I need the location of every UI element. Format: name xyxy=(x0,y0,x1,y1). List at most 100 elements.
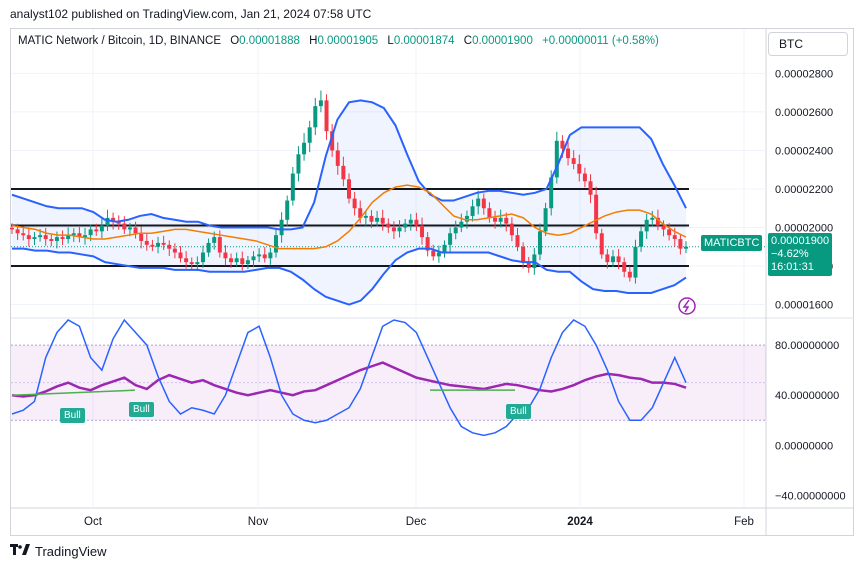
candle-body xyxy=(60,237,65,240)
candle-body xyxy=(38,235,43,238)
price-axis-label: 0.00002800 xyxy=(775,68,833,80)
price-axis-label: 0.00002600 xyxy=(775,107,833,119)
oscillator-axis-label: 40.00000000 xyxy=(775,390,839,402)
candle-body xyxy=(313,106,318,128)
candle-body xyxy=(369,215,374,222)
candle-body xyxy=(172,248,177,253)
candle-body xyxy=(481,198,486,209)
candle-body xyxy=(363,215,368,218)
legend-open-label: O xyxy=(230,35,240,47)
legend-open-value: 0.00001888 xyxy=(239,35,300,47)
price-axis-label: 0.00002000 xyxy=(775,222,833,234)
alert-icon xyxy=(678,297,696,315)
candle-body xyxy=(150,244,155,247)
candle-body xyxy=(133,227,138,234)
candle-body xyxy=(375,217,380,222)
candle-body xyxy=(420,225,425,238)
candle-body xyxy=(386,223,391,228)
legend-change: +0.00000011 (+0.58%) xyxy=(542,35,659,47)
candle-body xyxy=(599,233,604,255)
candle-body xyxy=(504,217,509,224)
candle-body xyxy=(442,244,447,253)
candle-body xyxy=(262,254,267,259)
candle-body xyxy=(88,229,93,236)
candle-body xyxy=(279,219,284,236)
bull-signal-label: Bull xyxy=(506,404,531,419)
candle-body xyxy=(273,235,278,253)
candle-body xyxy=(83,235,88,238)
candle-body xyxy=(509,223,514,236)
candle-body xyxy=(610,256,615,263)
currency-button[interactable]: BTC xyxy=(768,32,848,56)
footer-brand: TradingView xyxy=(10,544,107,559)
bollinger-lower-line xyxy=(12,247,687,306)
candle-body xyxy=(184,258,189,263)
candle-body xyxy=(116,221,121,224)
legend-close-value: 0.00001900 xyxy=(472,35,533,47)
candle-body xyxy=(302,142,307,155)
candle-body xyxy=(21,233,26,236)
candle-body xyxy=(571,158,576,164)
candle-body xyxy=(251,256,256,261)
candle-body xyxy=(144,240,149,245)
candle-body xyxy=(577,163,582,174)
candle-body xyxy=(521,246,526,263)
candle-body xyxy=(639,231,644,247)
candle-body xyxy=(498,217,503,222)
candle-body xyxy=(43,235,48,240)
candle-body xyxy=(622,262,627,272)
candle-body xyxy=(391,227,396,232)
candle-body xyxy=(341,165,346,180)
candle-body xyxy=(200,252,205,263)
candle-body xyxy=(470,206,475,216)
legend-high-label: H xyxy=(309,35,318,47)
candle-body xyxy=(161,242,166,245)
footer-brand-text: TradingView xyxy=(35,544,107,559)
candle-body xyxy=(245,260,250,265)
legend-symbol: MATIC Network / Bitcoin, 1D, BINANCE xyxy=(18,35,221,47)
tradingview-logo-icon xyxy=(10,544,30,559)
candle-body xyxy=(99,225,104,232)
candle-body xyxy=(655,217,660,226)
candle-body xyxy=(290,173,295,201)
candle-body xyxy=(229,258,234,263)
candle-body xyxy=(330,131,335,151)
candle-body xyxy=(10,227,14,230)
time-axis-label: Dec xyxy=(406,516,427,528)
candle-body xyxy=(307,127,312,143)
candle-body xyxy=(105,217,110,226)
legend-high-value: 0.00001905 xyxy=(317,35,379,47)
candle-body xyxy=(240,258,245,265)
time-axis-label: Nov xyxy=(248,516,269,528)
candle-body xyxy=(296,154,301,174)
alert-icon xyxy=(682,299,690,313)
candle-body xyxy=(212,237,217,243)
candle-body xyxy=(403,223,408,228)
candle-body xyxy=(15,229,20,234)
bollinger-upper-line xyxy=(11,99,687,231)
candle-body xyxy=(156,242,161,247)
candle-body xyxy=(459,221,464,228)
candle-body xyxy=(268,252,273,259)
candle-body xyxy=(588,181,593,195)
bollinger-basis-line xyxy=(11,184,687,250)
candle-body xyxy=(582,173,587,182)
candle-body xyxy=(352,198,357,209)
candle-body xyxy=(397,227,402,232)
candle-body xyxy=(66,235,71,240)
candle-body xyxy=(644,219,649,232)
current-change: −4.62% xyxy=(771,248,809,260)
candle-body xyxy=(358,208,363,218)
candle-body xyxy=(178,252,183,259)
candle-body xyxy=(554,140,559,178)
candle-body xyxy=(667,229,672,236)
candle-body xyxy=(487,208,492,218)
oscillator-axis-label: 80.00000000 xyxy=(775,340,839,352)
legend-close-label: C xyxy=(463,35,473,47)
candle-body xyxy=(127,227,132,230)
candle-body xyxy=(285,200,290,220)
candle-body xyxy=(414,219,419,226)
candle-body xyxy=(318,100,323,107)
candle-body xyxy=(206,242,211,253)
